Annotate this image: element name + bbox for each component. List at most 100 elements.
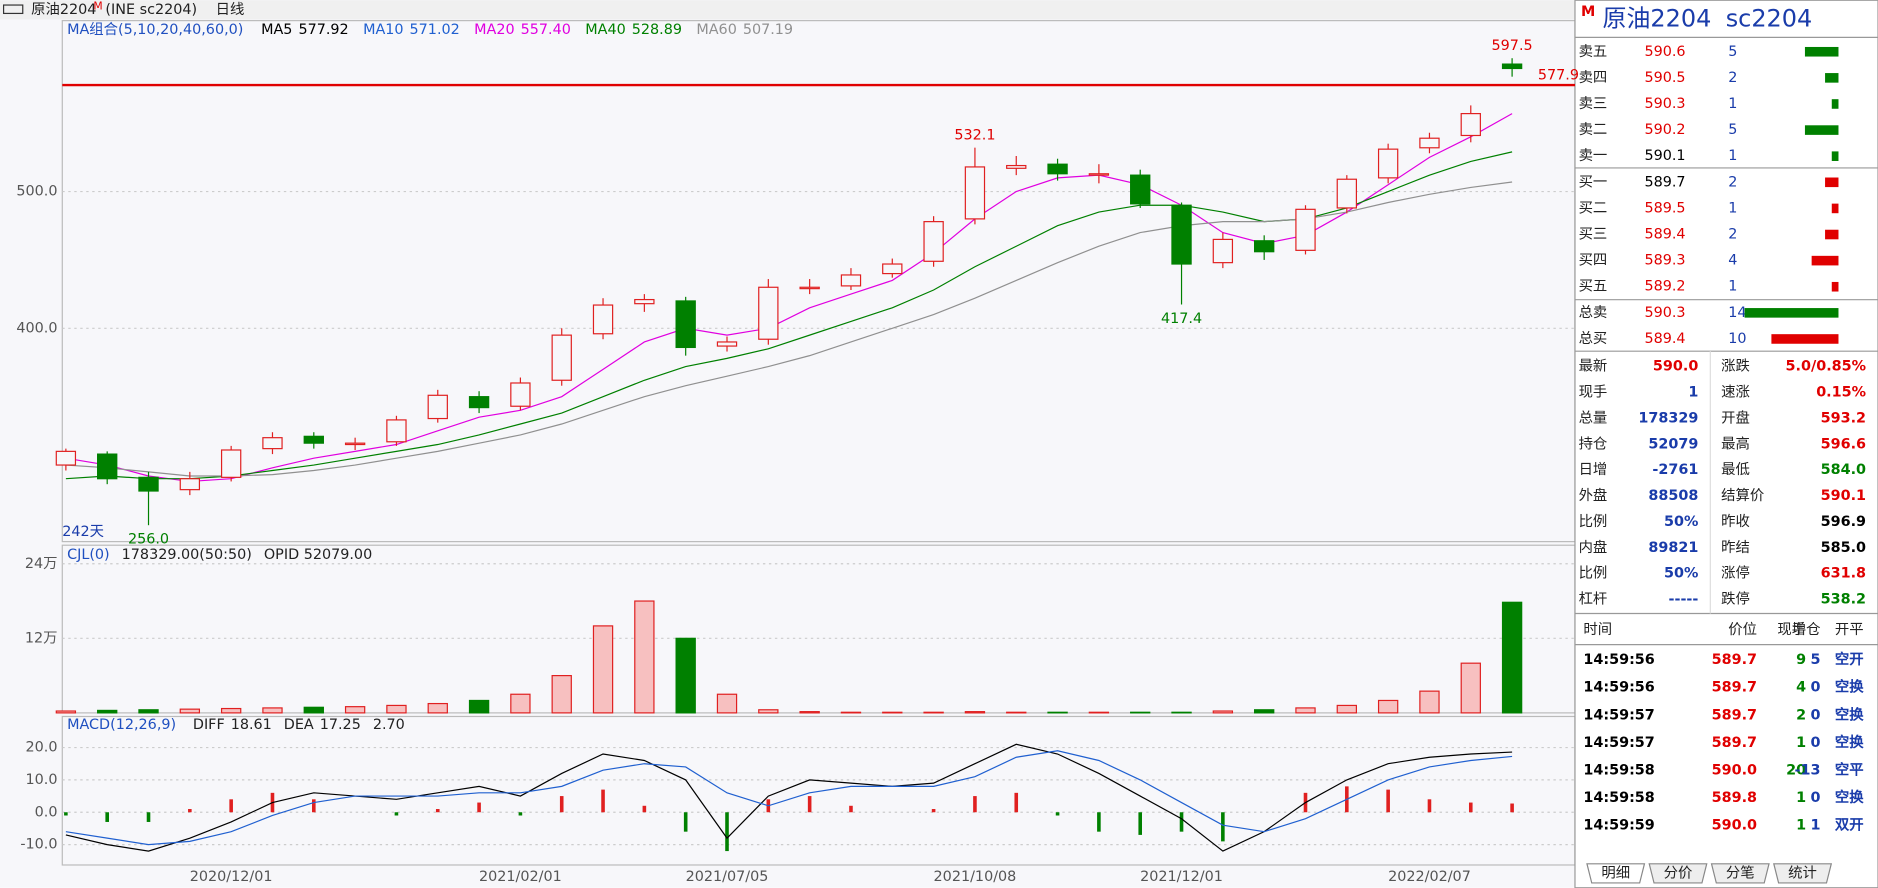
ma-legend-value: 571.02 xyxy=(410,22,460,38)
period-selector[interactable]: 日线 xyxy=(216,1,245,18)
candle-body xyxy=(1295,208,1316,251)
book-price: 589.3 xyxy=(1644,253,1685,269)
trade-cell: 0 xyxy=(1811,790,1821,806)
candle-body xyxy=(427,394,448,420)
volume-bar xyxy=(1336,704,1357,714)
y-tick-label: 10.0 xyxy=(26,772,58,788)
stat-label: 昨结 xyxy=(1721,539,1750,556)
volume-bar xyxy=(923,711,944,714)
trade-cell: 14:59:57 xyxy=(1583,707,1654,723)
ma-legend-name: MA60 xyxy=(696,22,736,38)
stat-value: ----- xyxy=(1669,592,1699,608)
trade-cell: 空平 xyxy=(1835,760,1864,778)
trade-cell: 589.8 xyxy=(1712,790,1757,806)
candle-body xyxy=(551,334,572,381)
y-tick-label: 24万 xyxy=(25,556,58,572)
tab[interactable] xyxy=(1586,863,1646,884)
tab[interactable] xyxy=(1648,863,1708,884)
book-price: 590.6 xyxy=(1644,44,1685,60)
volume-bar xyxy=(1047,711,1068,714)
candle-body xyxy=(468,396,490,409)
stat-label: 杠杆 xyxy=(1579,591,1608,608)
book-label: 总卖 xyxy=(1579,304,1608,321)
tab[interactable] xyxy=(1710,863,1770,884)
stat-value: 585.0 xyxy=(1821,540,1866,556)
price-annotation: 417.4 xyxy=(1161,311,1202,327)
trade-cell: 5 xyxy=(1811,652,1821,668)
volume-bar xyxy=(427,702,448,714)
book-volume: 2 xyxy=(1728,227,1737,243)
stat-label: 涨跌 xyxy=(1721,358,1750,375)
x-tick-label: 2021/02/01 xyxy=(479,869,562,885)
x-tick-label: 2021/12/01 xyxy=(1140,869,1223,885)
volume-bar xyxy=(1419,690,1440,714)
volume-bar xyxy=(179,708,201,714)
trade-cell: 589.7 xyxy=(1712,707,1757,723)
stat-value: 50% xyxy=(1664,514,1698,530)
stat-value: 50% xyxy=(1664,566,1698,582)
trade-cell: 0 xyxy=(1811,680,1821,696)
volume-bar xyxy=(1295,707,1316,714)
candle-body xyxy=(97,453,118,480)
book-volume: 1 xyxy=(1728,96,1737,112)
x-tick-label: 2021/10/08 xyxy=(934,869,1017,885)
y-tick-label: 20.0 xyxy=(26,740,58,756)
y-tick-label: 0.0 xyxy=(35,804,58,820)
toolbar-code: (INE sc2204) xyxy=(105,2,197,18)
trade-cell: 0 xyxy=(1811,735,1821,751)
stat-label: 比例 xyxy=(1579,513,1608,530)
book-price: 590.3 xyxy=(1644,305,1685,321)
macd-value: 2.70 xyxy=(373,717,405,733)
book-label: 买二 xyxy=(1579,199,1608,216)
candle-body xyxy=(1501,63,1523,70)
tab[interactable] xyxy=(1773,863,1833,884)
stat-label: 涨停 xyxy=(1721,565,1750,582)
macd-header: MACD(12,26,9) xyxy=(67,717,176,733)
stat-value: 538.2 xyxy=(1821,592,1866,608)
stat-value: 52079 xyxy=(1648,436,1698,452)
tab-label[interactable]: 分笔 xyxy=(1726,864,1755,881)
book-price: 589.5 xyxy=(1644,200,1685,216)
book-price: 590.2 xyxy=(1644,122,1685,138)
price-annotation: 532.1 xyxy=(954,128,995,144)
volume-header: CJL(0) xyxy=(67,547,110,563)
book-price: 589.4 xyxy=(1644,227,1685,243)
book-volume-bar xyxy=(1831,99,1839,109)
volume-bar xyxy=(1171,711,1192,714)
candle-body xyxy=(1253,240,1275,253)
trade-cell: 空换 xyxy=(1835,788,1864,806)
trade-cell: 589.7 xyxy=(1712,652,1757,668)
y-tick-label: 500.0 xyxy=(16,184,57,200)
volume-bar xyxy=(1212,710,1234,714)
stat-label: 最低 xyxy=(1721,461,1750,478)
stat-value: 89821 xyxy=(1648,540,1698,556)
trade-cell: 1 xyxy=(1811,817,1821,833)
stat-label: 结算价 xyxy=(1721,487,1764,504)
stat-label: 总量 xyxy=(1579,409,1608,426)
book-volume: 2 xyxy=(1728,70,1737,86)
volume-bar xyxy=(97,709,118,714)
book-label: 总买 xyxy=(1579,330,1608,347)
book-volume: 5 xyxy=(1728,122,1737,138)
trade-cell: 1 xyxy=(1796,735,1806,751)
stat-label: 持仓 xyxy=(1579,435,1608,452)
book-volume-bar xyxy=(1831,151,1839,161)
stat-label: 日增 xyxy=(1579,461,1608,478)
x-tick-label: 2022/02/07 xyxy=(1388,869,1471,885)
book-volume: 5 xyxy=(1728,44,1737,60)
volume-bar xyxy=(551,675,572,714)
tab-label[interactable]: 统计 xyxy=(1788,864,1817,881)
toolbar-icon xyxy=(2,4,24,15)
book-label: 卖五 xyxy=(1579,43,1608,60)
stat-value: 590.0 xyxy=(1653,359,1698,375)
x-tick-label: 2020/12/01 xyxy=(190,869,273,885)
stat-value: 1 xyxy=(1688,385,1698,401)
candle-body xyxy=(1460,112,1481,137)
trade-cell: 20 xyxy=(1786,762,1806,778)
tab-label[interactable]: 明细 xyxy=(1601,864,1630,881)
candle-body xyxy=(1336,178,1357,209)
tab-label[interactable]: 分价 xyxy=(1664,864,1693,881)
trade-cell: 14:59:58 xyxy=(1583,762,1654,778)
candle-body xyxy=(634,298,655,305)
